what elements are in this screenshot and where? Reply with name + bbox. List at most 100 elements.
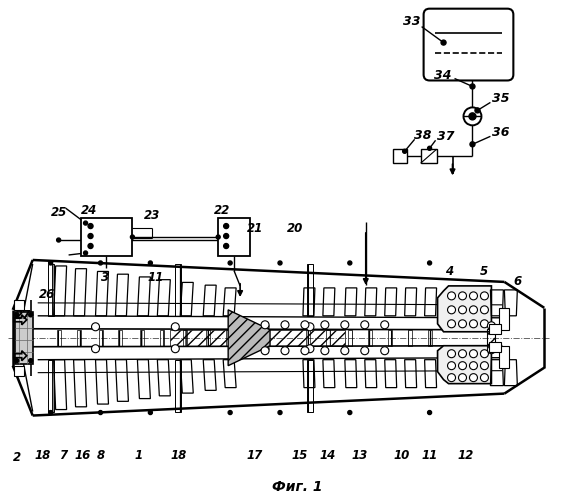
Text: 36: 36 <box>492 126 509 139</box>
Circle shape <box>480 320 488 328</box>
Bar <box>77 330 81 345</box>
Bar <box>489 342 501 351</box>
Circle shape <box>459 350 467 358</box>
Circle shape <box>88 244 93 248</box>
Bar <box>170 330 345 345</box>
Circle shape <box>459 374 467 382</box>
Bar <box>183 330 187 345</box>
Circle shape <box>348 261 352 265</box>
Circle shape <box>447 320 455 328</box>
Bar <box>175 360 181 412</box>
Circle shape <box>278 410 282 414</box>
Text: 25: 25 <box>50 206 67 218</box>
Text: 34: 34 <box>434 69 451 82</box>
Circle shape <box>321 346 329 354</box>
Text: 37: 37 <box>437 130 454 143</box>
Circle shape <box>224 224 229 228</box>
Text: 8: 8 <box>97 449 105 462</box>
Circle shape <box>149 261 153 265</box>
Circle shape <box>224 244 229 248</box>
Circle shape <box>469 113 476 120</box>
Circle shape <box>428 410 432 414</box>
Text: 6: 6 <box>513 276 521 288</box>
Bar <box>56 330 60 345</box>
Circle shape <box>488 322 496 330</box>
Circle shape <box>470 306 477 314</box>
Text: Фиг. 1: Фиг. 1 <box>272 480 322 494</box>
Text: 24: 24 <box>80 204 97 216</box>
Text: 17: 17 <box>247 449 263 462</box>
Circle shape <box>49 410 53 414</box>
Circle shape <box>84 251 88 255</box>
Circle shape <box>224 234 229 238</box>
Circle shape <box>441 40 446 45</box>
Text: 12: 12 <box>457 449 473 462</box>
Text: 10: 10 <box>394 449 410 462</box>
Circle shape <box>261 346 269 354</box>
Circle shape <box>56 238 60 242</box>
Circle shape <box>29 313 33 317</box>
Circle shape <box>470 350 477 358</box>
Text: 16: 16 <box>75 449 90 462</box>
Circle shape <box>15 358 19 362</box>
Bar <box>81 218 132 256</box>
Circle shape <box>88 234 93 238</box>
Text: 27: 27 <box>15 310 31 322</box>
Circle shape <box>470 320 477 328</box>
Circle shape <box>92 323 99 331</box>
Circle shape <box>341 321 349 329</box>
Circle shape <box>171 344 179 352</box>
Circle shape <box>463 108 481 126</box>
Circle shape <box>301 321 309 329</box>
Circle shape <box>480 306 488 314</box>
Bar <box>368 330 372 345</box>
Circle shape <box>348 410 352 414</box>
Text: 33: 33 <box>403 15 420 28</box>
Bar <box>15 312 33 364</box>
Bar <box>206 330 210 345</box>
Circle shape <box>131 235 134 239</box>
Bar <box>119 330 123 345</box>
Text: 1: 1 <box>134 449 142 462</box>
Circle shape <box>470 374 477 382</box>
Text: 18: 18 <box>170 449 186 462</box>
Bar <box>226 330 230 345</box>
Text: 18: 18 <box>34 449 51 462</box>
Circle shape <box>361 321 369 329</box>
Bar <box>14 366 24 376</box>
Text: 23: 23 <box>144 208 160 222</box>
Circle shape <box>261 344 269 352</box>
Circle shape <box>403 150 407 154</box>
Circle shape <box>475 108 480 113</box>
Bar <box>388 330 392 345</box>
Circle shape <box>301 346 309 354</box>
Bar <box>408 330 412 345</box>
Circle shape <box>447 362 455 370</box>
Bar <box>306 330 310 345</box>
Circle shape <box>29 358 33 362</box>
Bar <box>348 330 352 345</box>
Circle shape <box>306 323 314 331</box>
Circle shape <box>488 346 496 354</box>
Text: 13: 13 <box>351 449 368 462</box>
Text: 38: 38 <box>414 129 431 142</box>
Text: 21: 21 <box>247 222 263 234</box>
Circle shape <box>361 346 369 354</box>
Circle shape <box>480 362 488 370</box>
Text: 14: 14 <box>320 449 336 462</box>
Circle shape <box>447 292 455 300</box>
Text: 2: 2 <box>12 451 21 464</box>
Circle shape <box>341 346 349 354</box>
Circle shape <box>480 374 488 382</box>
Circle shape <box>381 321 389 329</box>
Text: 4: 4 <box>445 266 454 278</box>
Circle shape <box>470 362 477 370</box>
Circle shape <box>228 410 232 414</box>
Bar <box>489 324 501 334</box>
Circle shape <box>92 344 99 352</box>
Bar <box>307 264 313 316</box>
Circle shape <box>15 313 19 317</box>
Polygon shape <box>437 346 492 384</box>
Circle shape <box>49 261 53 265</box>
Circle shape <box>98 261 102 265</box>
